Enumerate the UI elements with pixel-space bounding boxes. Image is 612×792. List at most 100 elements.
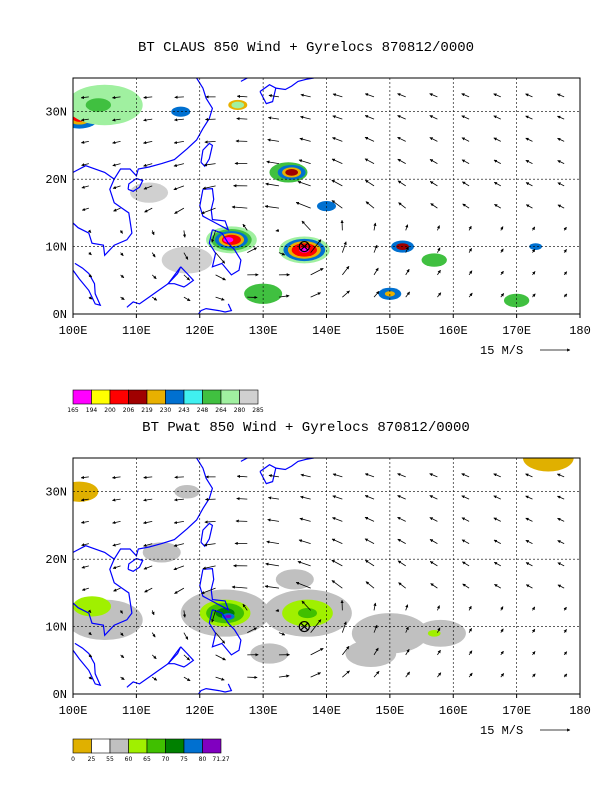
wind-vector: [265, 182, 280, 187]
colorbar-swatch: [109, 389, 129, 405]
wind-vector: [557, 473, 565, 478]
x-tick-label: 180: [569, 324, 591, 338]
x-tick-label: 130E: [249, 324, 278, 338]
wind-vector: [437, 247, 441, 253]
wind-vector: [215, 676, 225, 681]
colorbar-label: 75: [180, 756, 188, 763]
wind-vector: [151, 610, 155, 616]
wind-vector: [525, 539, 533, 544]
wind-vector: [295, 201, 311, 209]
wind-vector: [468, 650, 473, 656]
wind-vector: [342, 670, 350, 678]
colorbar-label: 230: [160, 407, 172, 414]
coastline: [113, 458, 214, 560]
gyreloc-cross: [300, 622, 309, 631]
y-tick-label: 30N: [45, 106, 67, 120]
wind-vector: [557, 584, 565, 589]
wind-vector: [437, 627, 441, 633]
wind-vector: [437, 292, 442, 298]
colorbar-label: 200: [104, 407, 116, 414]
wind-vector: [275, 228, 280, 233]
wind-vector: [202, 565, 216, 570]
wind-vector: [310, 619, 322, 633]
wind-vector: [151, 230, 155, 236]
wind-vector: [397, 516, 406, 522]
wind-vector: [247, 247, 258, 253]
coastline: [197, 683, 233, 694]
wind-vector: [88, 274, 93, 278]
wind-vector: [342, 645, 350, 656]
wind-vector: [301, 600, 311, 611]
wind-vector: [112, 520, 121, 525]
coastline: [127, 557, 144, 572]
coastline: [199, 187, 230, 231]
colorbar-swatch: [183, 389, 203, 405]
wind-vector: [112, 140, 121, 145]
wind-vector: [120, 676, 125, 681]
wind-vector: [557, 495, 565, 500]
wind-vector: [429, 181, 438, 187]
wind-vector: [300, 115, 311, 120]
wind-vector: [88, 631, 92, 636]
top-map-panel: 100E 110E 120E 130E 140E 150E 160E 170E 180 30N 20…: [45, 77, 591, 358]
wind-vector: [397, 115, 406, 120]
wind-vector: [397, 560, 406, 567]
wind-vector: [80, 498, 89, 502]
wind-vector: [236, 117, 248, 121]
wind-vector: [173, 163, 185, 167]
wind-vector: [532, 651, 536, 656]
wind-vector: [174, 207, 185, 214]
wind-vector: [563, 226, 567, 231]
wind-vector: [80, 118, 89, 122]
wind-vector: [88, 676, 93, 680]
wind-vector: [462, 561, 470, 567]
gyreloc-marker: [298, 620, 310, 633]
wind-vector: [183, 274, 190, 281]
wind-vector: [525, 137, 533, 142]
wind-vector: [373, 602, 377, 611]
x-tick-label: 100E: [59, 704, 88, 718]
field-patch: [384, 291, 395, 297]
top-panel-title: BT CLAUS 850 Wind + Gyrelocs 870812/0000: [137, 40, 475, 56]
field-patch: [421, 253, 447, 267]
wind-vector: [398, 202, 406, 209]
wind-vector: [563, 271, 568, 276]
colorbar-swatch: [91, 738, 111, 754]
wind-vector: [267, 138, 280, 142]
wind-vector: [143, 543, 153, 547]
x-tick-label: 170E: [502, 324, 531, 338]
wind-vector: [468, 628, 472, 633]
wind-vector: [331, 559, 343, 567]
wind-vector: [493, 517, 501, 522]
x-tick-label: 150E: [375, 324, 404, 338]
wind-vector: [373, 670, 380, 678]
coastline: [126, 646, 182, 688]
wind-vector: [461, 137, 470, 142]
wind-vector: [236, 497, 248, 501]
colorbar-label: 80: [199, 756, 207, 763]
coastline: [259, 83, 277, 105]
x-tick-label: 120E: [185, 324, 214, 338]
wind-vector: [183, 632, 189, 640]
wind-vector: [173, 140, 184, 145]
wind-vector: [557, 93, 565, 98]
wind-vector: [437, 672, 442, 678]
wind-vector: [364, 115, 375, 120]
wind-vector: [525, 182, 533, 187]
wind-vector: [143, 95, 153, 100]
coastline: [208, 609, 242, 656]
wind-vector: [493, 539, 501, 544]
coastline: [127, 177, 144, 192]
wind-vector: [174, 498, 184, 502]
wind-vector: [430, 583, 438, 589]
wind-vector: [81, 587, 89, 591]
wind-vector: [120, 252, 124, 257]
field-patch: [142, 542, 181, 563]
field-patch: [522, 458, 574, 472]
wind-vector: [80, 520, 89, 524]
coastline: [73, 165, 133, 257]
wind-vector: [525, 584, 533, 589]
colorbar-label: 248: [197, 407, 209, 414]
wind-vector: [331, 538, 343, 544]
wind-vector: [405, 224, 409, 231]
